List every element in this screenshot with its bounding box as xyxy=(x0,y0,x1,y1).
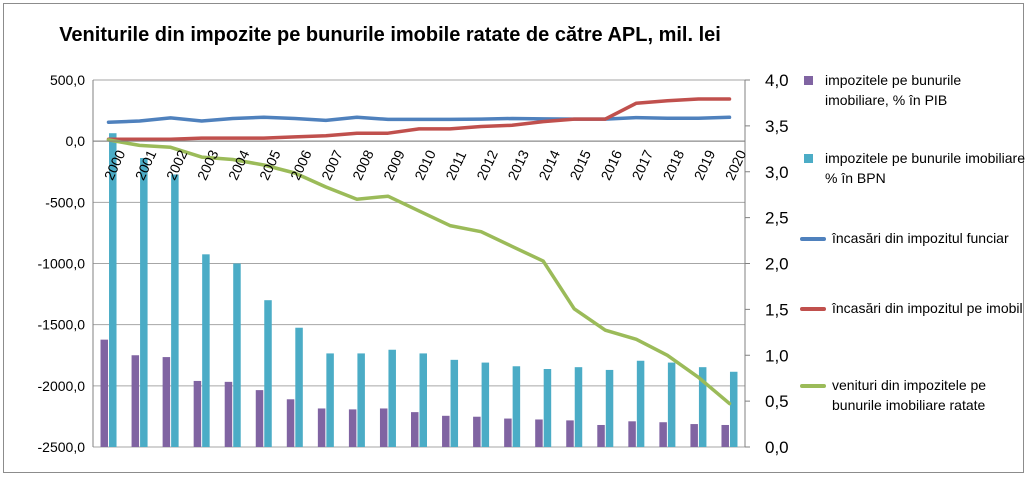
y-right-tick-label: 2,0 xyxy=(765,255,789,274)
bar-series-1-2008 xyxy=(357,353,365,447)
x-tick-label: 2016 xyxy=(597,147,625,182)
bar-series-0-2001 xyxy=(131,355,140,447)
legend-swatch xyxy=(804,76,813,85)
bar-series-1-2005 xyxy=(264,300,272,447)
y-left-tick-label: -2000,0 xyxy=(38,378,86,394)
bar-series-0-2005 xyxy=(255,390,264,447)
bar-series-1-2002 xyxy=(171,174,179,447)
bar-series-1-2004 xyxy=(233,263,241,447)
legend-item: încasări din impozitul funciar xyxy=(800,228,1025,248)
legend-label: încasări din impozitul funciar xyxy=(832,230,1009,246)
x-tick-label: 2009 xyxy=(380,147,408,182)
x-tick-label: 2019 xyxy=(691,147,719,182)
bar-series-1-2019 xyxy=(698,367,707,447)
bar-series-1-2015 xyxy=(574,367,583,447)
bar-series-0-2008 xyxy=(348,409,357,447)
bar-series-0-2020 xyxy=(721,424,729,447)
legend-item: impozitele pe bunurile imobiliare, % în … xyxy=(800,70,1025,110)
bar-series-1-2000 xyxy=(109,133,117,447)
x-tick-label: 2006 xyxy=(287,147,315,182)
x-tick-label: 2011 xyxy=(442,148,469,182)
bar-series-1-2003 xyxy=(202,254,210,447)
x-tick-label: 2004 xyxy=(225,147,253,182)
legend-item: încasări din impozitul pe imobil xyxy=(800,298,1025,318)
bar-series-1-2018 xyxy=(667,362,676,447)
y-right-tick-label: 1,5 xyxy=(765,300,789,319)
bar-series-0-2007 xyxy=(317,408,326,447)
bar-series-0-2017 xyxy=(628,421,636,447)
legend-item: venituri din impozitele pe bunurile imob… xyxy=(800,375,1025,415)
bar-series-0-2002 xyxy=(162,357,171,447)
bar-series-1-2012 xyxy=(481,362,490,447)
y-right-tick-label: 2,5 xyxy=(765,209,789,228)
legend-label: încasări din impozitul pe imobil xyxy=(832,300,1023,316)
x-tick-label: 2015 xyxy=(566,147,594,182)
bar-series-0-2014 xyxy=(535,419,543,447)
bar-series-0-2012 xyxy=(473,416,481,447)
y-right-tick-label: 3,5 xyxy=(765,117,789,136)
y-right-tick-label: 3,0 xyxy=(765,163,789,182)
x-tick-label: 2018 xyxy=(660,147,688,182)
bar-series-1-2013 xyxy=(512,366,521,447)
bar-series-1-2009 xyxy=(388,349,396,447)
y-left-tick-label: 500,0 xyxy=(50,72,85,88)
bar-series-1-2016 xyxy=(605,369,614,447)
x-tick-label: 2008 xyxy=(349,147,377,182)
y-left-tick-label: 0,0 xyxy=(66,133,86,149)
bar-series-1-2014 xyxy=(543,369,552,447)
bar-series-0-2003 xyxy=(193,380,202,447)
legend-label: impozitele pe bunurile imobiliare % în B… xyxy=(825,150,1025,186)
bar-series-1-2020 xyxy=(729,371,738,447)
bar-series-1-2006 xyxy=(295,327,303,447)
chart-title: Veniturile din impozite pe bunurile imob… xyxy=(59,24,721,46)
legend-swatch xyxy=(800,307,826,311)
x-tick-label: 2014 xyxy=(535,147,563,182)
x-tick-label: 2013 xyxy=(504,147,532,182)
y-right-tick-label: 4,0 xyxy=(765,71,789,90)
legend-swatch xyxy=(804,154,813,163)
y-right-tick-label: 0,5 xyxy=(765,392,789,411)
legend-swatch xyxy=(800,384,826,388)
bar-series-1-2017 xyxy=(636,360,645,447)
y-left-tick-label: -2500,0 xyxy=(38,439,86,455)
y-left-tick-label: -1500,0 xyxy=(38,317,86,333)
y-left-tick-label: -500,0 xyxy=(45,194,85,210)
bar-series-0-2009 xyxy=(379,408,388,447)
x-tick-label: 2010 xyxy=(411,147,439,182)
legend-item: impozitele pe bunurile imobiliare % în B… xyxy=(800,148,1025,188)
bar-series-1-2007 xyxy=(326,353,334,447)
y-right-tick-label: 1,0 xyxy=(765,346,789,365)
x-tick-label: 2005 xyxy=(256,147,284,182)
x-tick-label: 2012 xyxy=(473,147,501,182)
bar-series-0-2016 xyxy=(597,424,605,447)
x-tick-label: 2002 xyxy=(163,147,191,182)
bar-series-0-2013 xyxy=(504,418,512,447)
legend-label: impozitele pe bunurile imobiliare, % în … xyxy=(825,72,962,108)
line-series-4 xyxy=(106,138,732,406)
line-series-3 xyxy=(106,97,732,142)
bar-series-1-2010 xyxy=(419,353,427,447)
bar-series-0-2018 xyxy=(659,422,667,447)
bar-series-0-2015 xyxy=(566,420,574,447)
x-tick-label: 2003 xyxy=(194,147,222,182)
legend-label: venituri din impozitele pe bunurile imob… xyxy=(832,377,987,413)
x-tick-label: 2000 xyxy=(101,147,129,182)
bar-series-0-2011 xyxy=(442,415,450,447)
bar-series-0-2010 xyxy=(411,412,419,447)
bar-series-1-2001 xyxy=(140,157,148,448)
line-series-2 xyxy=(106,115,732,124)
bar-series-0-2004 xyxy=(224,381,233,447)
bar-series-0-2006 xyxy=(286,399,295,447)
x-tick-label: 2001 xyxy=(132,147,160,182)
y-right-tick-label: 0,0 xyxy=(765,438,789,457)
legend-swatch xyxy=(800,237,826,241)
bar-series-0-2000 xyxy=(100,339,109,447)
bar-series-0-2019 xyxy=(690,424,698,447)
x-tick-label: 2017 xyxy=(629,147,657,182)
x-tick-label: 2007 xyxy=(318,147,346,182)
y-left-tick-label: -1000,0 xyxy=(38,256,86,272)
bar-series-1-2011 xyxy=(450,359,459,447)
